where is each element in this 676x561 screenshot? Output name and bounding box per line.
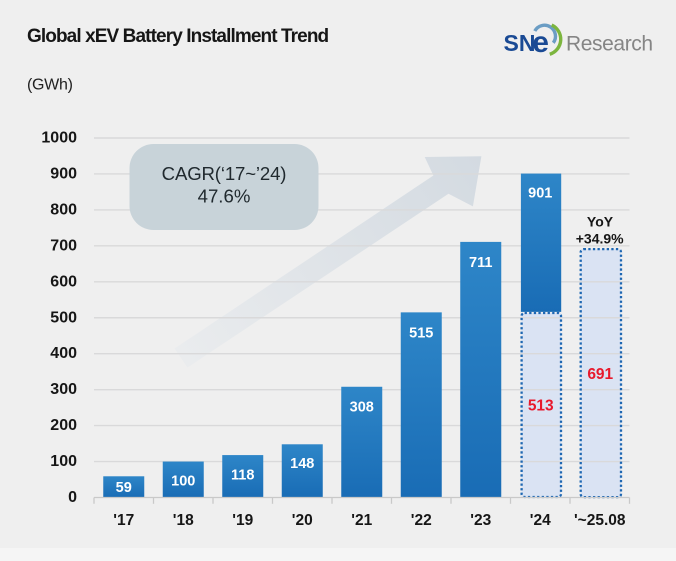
svg-text:+34.9%: +34.9% bbox=[576, 230, 624, 246]
svg-text:e: e bbox=[532, 26, 549, 59]
svg-text:691: 691 bbox=[587, 366, 613, 383]
svg-text:CAGR(‘17~’24): CAGR(‘17~’24) bbox=[162, 163, 287, 184]
svg-text:(GWh): (GWh) bbox=[27, 77, 73, 94]
svg-text:'19: '19 bbox=[232, 512, 253, 529]
svg-text:0: 0 bbox=[68, 489, 77, 506]
svg-text:Global xEV Battery Installment: Global xEV Battery Installment Trend bbox=[27, 26, 329, 47]
svg-text:Research: Research bbox=[566, 33, 653, 56]
svg-text:513: 513 bbox=[528, 398, 554, 415]
svg-text:'24: '24 bbox=[530, 512, 551, 529]
svg-text:SN: SN bbox=[504, 30, 536, 56]
svg-text:'~25.08: '~25.08 bbox=[574, 512, 626, 529]
svg-text:700: 700 bbox=[50, 237, 77, 254]
svg-text:200: 200 bbox=[50, 417, 77, 434]
svg-text:901: 901 bbox=[528, 186, 552, 202]
svg-text:100: 100 bbox=[50, 453, 77, 470]
svg-text:900: 900 bbox=[50, 166, 77, 183]
svg-text:308: 308 bbox=[350, 400, 374, 416]
svg-text:515: 515 bbox=[409, 325, 433, 341]
svg-text:'23: '23 bbox=[470, 512, 491, 529]
svg-text:YoY: YoY bbox=[587, 213, 614, 229]
svg-text:'22: '22 bbox=[411, 512, 432, 529]
svg-text:'18: '18 bbox=[173, 512, 194, 529]
svg-text:1000: 1000 bbox=[41, 130, 77, 147]
svg-text:500: 500 bbox=[50, 309, 77, 326]
svg-text:600: 600 bbox=[50, 273, 77, 290]
svg-text:711: 711 bbox=[469, 255, 492, 271]
svg-text:400: 400 bbox=[50, 345, 77, 362]
svg-text:118: 118 bbox=[231, 468, 254, 484]
svg-text:47.6%: 47.6% bbox=[198, 186, 251, 207]
svg-text:148: 148 bbox=[290, 456, 314, 472]
svg-text:300: 300 bbox=[50, 381, 77, 398]
svg-text:'20: '20 bbox=[292, 512, 313, 529]
svg-text:100: 100 bbox=[171, 474, 195, 490]
svg-text:59: 59 bbox=[116, 480, 132, 496]
svg-text:800: 800 bbox=[50, 201, 77, 218]
svg-text:'21: '21 bbox=[351, 512, 372, 529]
svg-text:'17: '17 bbox=[113, 512, 134, 529]
